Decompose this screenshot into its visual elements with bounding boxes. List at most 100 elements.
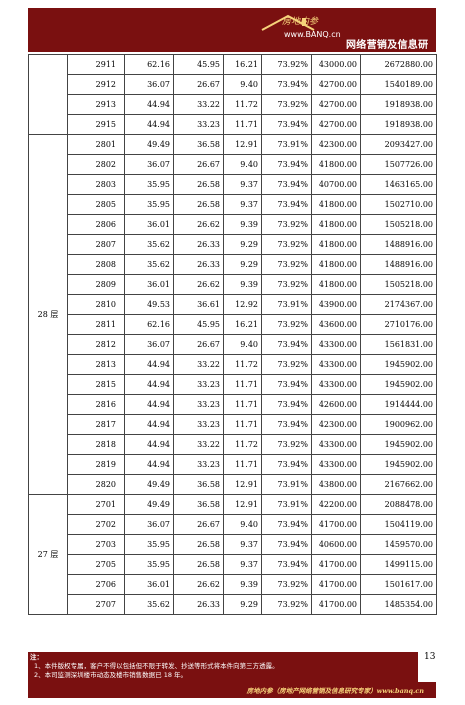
cell-c3: 9.29 — [223, 594, 262, 615]
cell-price: 41700.00 — [311, 514, 361, 535]
cell-total: 1945902.00 — [360, 354, 437, 375]
cell-total: 2093427.00 — [360, 134, 437, 155]
table-row: 2812 36.07 26.67 9.40 73.94% 43300.00 1561831.… — [29, 334, 437, 355]
table-row: 2808 35.62 26.33 9.29 73.92% 41800.00 1488916.… — [29, 254, 437, 275]
cell-c1: 44.94 — [124, 354, 174, 375]
cell-pct: 73.94% — [261, 334, 312, 355]
cell-c2: 26.67 — [173, 514, 224, 535]
cell-total: 2710176.00 — [360, 314, 437, 335]
cell-unit: 2807 — [67, 234, 125, 255]
cell-c3: 11.72 — [223, 434, 262, 455]
cell-total: 1945902.00 — [360, 374, 437, 395]
cell-price: 41800.00 — [311, 234, 361, 255]
notes-box: 注： 1、本件版权专属，客户不得以包括但不限于转发、抄送等形式将本件向第三方透露… — [28, 652, 418, 683]
cell-c1: 35.95 — [124, 534, 174, 555]
cell-c1: 36.07 — [124, 514, 174, 535]
cell-unit: 2817 — [67, 414, 125, 435]
table-row: 2803 35.95 26.58 9.37 73.94% 40700.00 1463165.… — [29, 174, 437, 195]
cell-c3: 12.92 — [223, 294, 262, 315]
cell-unit: 2809 — [67, 274, 125, 295]
cell-price: 43300.00 — [311, 454, 361, 475]
cell-price: 42300.00 — [311, 134, 361, 155]
cell-c2: 26.58 — [173, 554, 224, 575]
cell-pct: 73.92% — [261, 594, 312, 615]
table-row: 28 层 2801 49.49 36.58 12.91 73.91% 42300.00 209… — [28, 134, 437, 495]
cell-unit: 2803 — [67, 174, 125, 195]
cell-unit: 2703 — [67, 534, 125, 555]
cell-c3: 11.71 — [223, 394, 262, 415]
cell-unit: 2811 — [67, 314, 125, 335]
cell-c3: 9.40 — [223, 514, 262, 535]
cell-c2: 33.23 — [173, 374, 224, 395]
cell-total: 1945902.00 — [360, 454, 437, 475]
cell-c2: 26.33 — [173, 234, 224, 255]
cell-c3: 16.21 — [223, 54, 262, 75]
cell-pct: 73.94% — [261, 534, 312, 555]
cell-total: 1918938.00 — [360, 94, 437, 115]
cell-pct: 73.92% — [261, 234, 312, 255]
cell-unit: 2912 — [67, 74, 125, 95]
cell-total: 2088478.00 — [360, 494, 437, 515]
cell-total: 1561831.00 — [360, 334, 437, 355]
page-number: 13 — [424, 652, 436, 662]
cell-c2: 36.58 — [173, 134, 224, 155]
table-row: 2706 36.01 26.62 9.39 73.92% 41700.00 1501617.… — [29, 574, 437, 595]
cell-pct: 73.91% — [261, 294, 312, 315]
cell-total: 1501617.00 — [360, 574, 437, 595]
cell-c3: 12.91 — [223, 474, 262, 495]
cell-c3: 9.40 — [223, 334, 262, 355]
table-row: 2817 44.94 33.23 11.71 73.94% 42300.00 1900962… — [29, 414, 437, 435]
cell-c2: 33.23 — [173, 454, 224, 475]
floor-label-cell: 27 层 — [28, 494, 68, 615]
table-row: 2810 49.53 36.61 12.92 73.91% 43900.00 2174367… — [29, 294, 437, 315]
cell-price: 42700.00 — [311, 114, 361, 135]
table-row: 2911 62.16 45.95 16.21 73.92% 43000.00 2672880… — [28, 54, 437, 135]
cell-unit: 2915 — [67, 114, 125, 135]
cell-c1: 35.62 — [124, 594, 174, 615]
cell-unit: 2707 — [67, 594, 125, 615]
cell-c1: 49.49 — [124, 474, 174, 495]
footer-text: 房地内参（房地产网络营销及信息研究专家）www.banq.cn — [246, 687, 424, 695]
cell-unit: 2701 — [67, 494, 125, 515]
page-header: 房地内参 www.BANQ.cn 网络营销及信息研究专家 — [28, 8, 436, 66]
cell-unit: 2801 — [67, 134, 125, 155]
cell-c3: 11.71 — [223, 454, 262, 475]
cell-unit: 2820 — [67, 474, 125, 495]
table-row: 27 层 2701 49.49 36.58 12.91 73.91% 42200.00 208… — [28, 494, 437, 615]
cell-unit: 2705 — [67, 554, 125, 575]
cell-c1: 35.62 — [124, 234, 174, 255]
house-logo-icon — [261, 14, 315, 31]
cell-c3: 16.21 — [223, 314, 262, 335]
cell-pct: 73.94% — [261, 114, 312, 135]
cell-c1: 36.07 — [124, 334, 174, 355]
cell-pct: 73.92% — [261, 434, 312, 455]
cell-c2: 33.23 — [173, 394, 224, 415]
table-row: 2811 62.16 45.95 16.21 73.92% 43600.00 2710176… — [29, 314, 437, 335]
cell-c1: 36.07 — [124, 74, 174, 95]
cell-c1: 49.49 — [124, 134, 174, 155]
cell-unit: 2818 — [67, 434, 125, 455]
cell-c3: 9.39 — [223, 274, 262, 295]
cell-unit: 2810 — [67, 294, 125, 315]
cell-pct: 73.94% — [261, 414, 312, 435]
cell-c3: 12.91 — [223, 134, 262, 155]
cell-pct: 73.94% — [261, 514, 312, 535]
cell-total: 2174367.00 — [360, 294, 437, 315]
cell-c1: 36.01 — [124, 214, 174, 235]
cell-pct: 73.92% — [261, 94, 312, 115]
cell-c3: 9.37 — [223, 554, 262, 575]
cell-pct: 73.94% — [261, 174, 312, 195]
cell-price: 43300.00 — [311, 354, 361, 375]
cell-price: 41700.00 — [311, 554, 361, 575]
cell-c2: 33.22 — [173, 354, 224, 375]
cell-c3: 9.40 — [223, 154, 262, 175]
cell-pct: 73.92% — [261, 314, 312, 335]
logo-text: 房地内参 — [282, 17, 319, 27]
cell-total: 1488916.00 — [360, 254, 437, 275]
table-row: 2813 44.94 33.22 11.72 73.92% 43300.00 1945902… — [29, 354, 437, 375]
cell-c3: 11.71 — [223, 414, 262, 435]
cell-c1: 35.95 — [124, 174, 174, 195]
cell-total: 1459570.00 — [360, 534, 437, 555]
cell-c3: 11.72 — [223, 94, 262, 115]
cell-c1: 44.94 — [124, 114, 174, 135]
